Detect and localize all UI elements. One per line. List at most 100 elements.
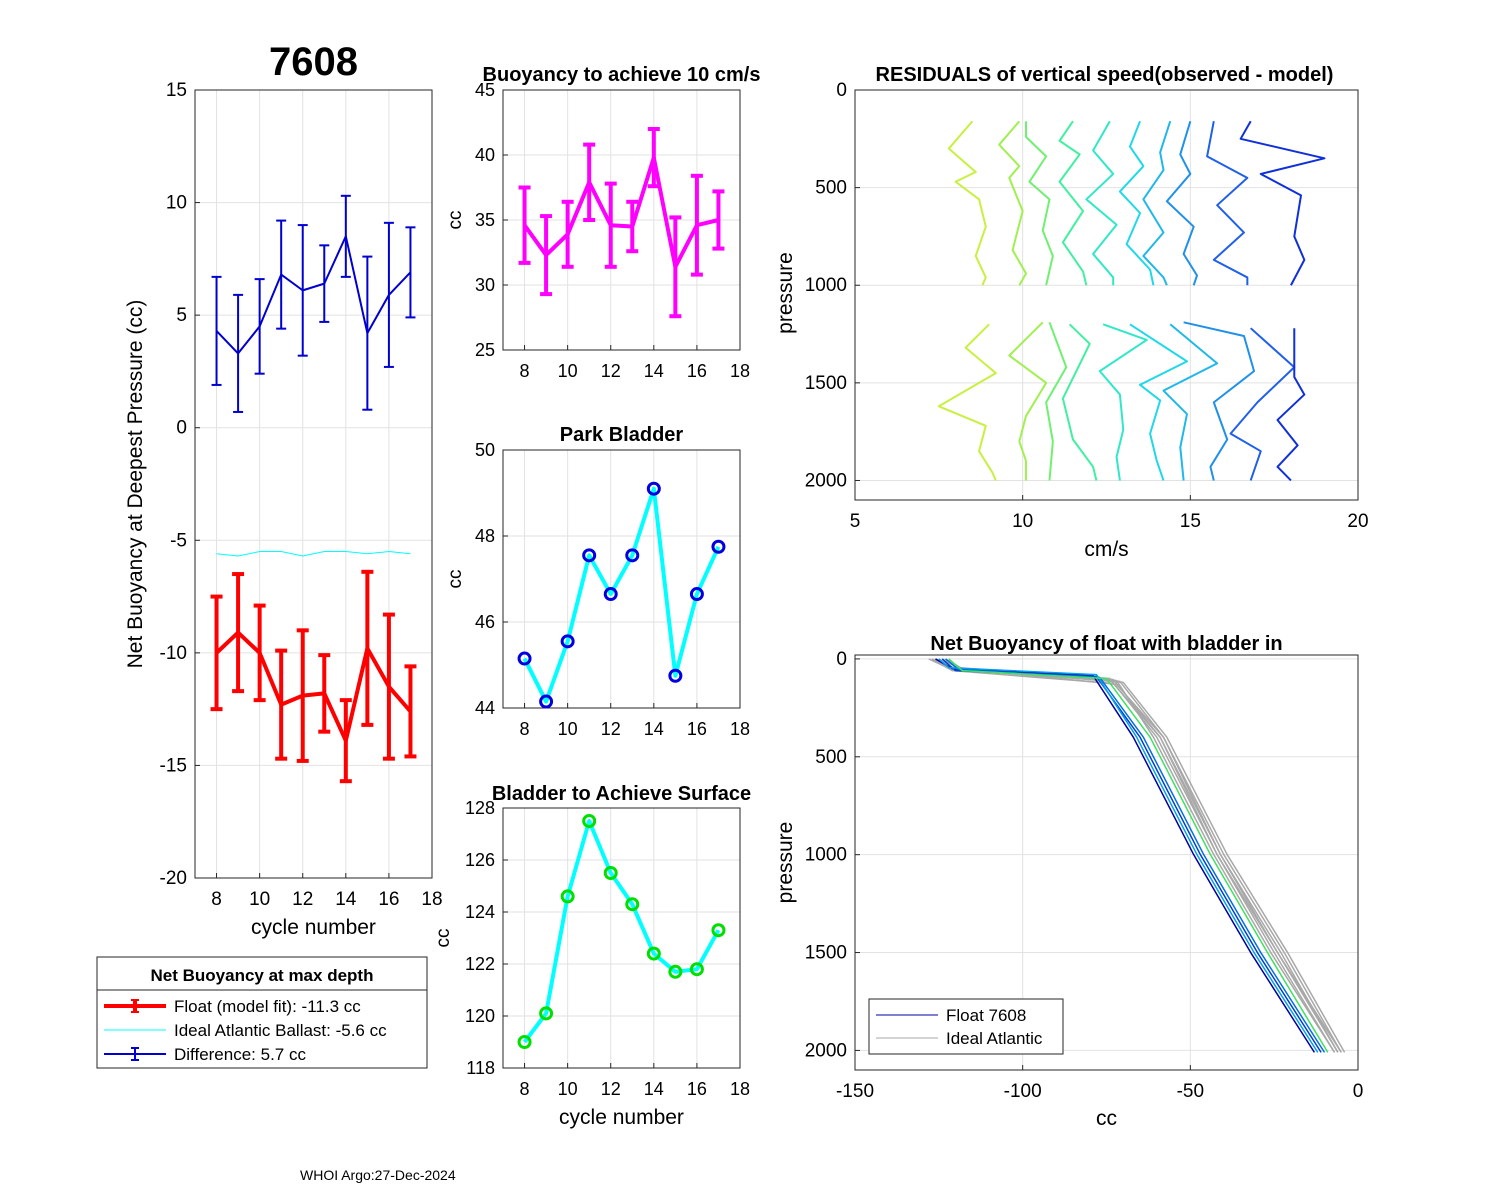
y-tick-label: 2000 <box>805 470 847 491</box>
y-axis-label: pressure <box>774 822 797 904</box>
y-tick-label: -10 <box>160 643 187 664</box>
y-axis-label: Net Buoyancy at Deepest Pressure (cc) <box>124 300 147 669</box>
y-tick-label: 0 <box>176 418 187 439</box>
chart-title: Net Buoyancy of float with bladder in <box>930 633 1282 655</box>
y-tick-label: 500 <box>815 178 847 199</box>
x-tick-label: 18 <box>730 1079 750 1099</box>
y-tick-label: 126 <box>465 850 495 870</box>
park-bladder-line <box>522 486 721 704</box>
x-axis-label: cm/s <box>1084 538 1128 561</box>
residual-profile-lower <box>1129 323 1188 481</box>
float-profile <box>945 658 1326 1053</box>
x-axis-label: cc <box>1096 1107 1117 1130</box>
x-tick-label: 16 <box>687 1079 707 1099</box>
y-tick-label: 1500 <box>805 943 847 964</box>
y-tick-label: 2000 <box>805 1040 847 1061</box>
chart-residuals: 5 10 15 20 0 500 1000 1500 2000 RESIDUALS of vert… <box>774 64 1369 561</box>
legend-box <box>96 956 428 1069</box>
buoyancy-10cms-line <box>522 155 719 269</box>
park-bladder-point <box>539 694 554 709</box>
y-tick-label: 0 <box>836 80 847 101</box>
y-tick-label: -20 <box>160 868 187 889</box>
float-profile <box>941 658 1322 1053</box>
bladder-surface-point <box>625 897 640 912</box>
y-tick-label: 48 <box>475 526 495 546</box>
park-bladder-point <box>603 587 618 602</box>
axes-box <box>502 449 741 709</box>
y-tick-label: 40 <box>475 145 495 165</box>
park-bladder-point <box>646 481 661 496</box>
legend-profile: Float 7608 Ideal Atlantic <box>868 998 1064 1055</box>
legend-title: Net Buoyancy at max depth <box>151 966 374 985</box>
x-tick-label: 12 <box>601 719 621 739</box>
chart-net_buoyancy_profile: -150 -100 -50 0 0 500 1000 1500 2000 Net Buoyancy… <box>774 633 1363 1130</box>
residual-profile-upper <box>1058 120 1088 286</box>
axes-box <box>194 89 433 879</box>
x-tick-label: 10 <box>249 889 270 910</box>
float-profile <box>938 658 1319 1053</box>
ideal-atlantic-profile <box>931 658 1336 1053</box>
x-tick-label: 8 <box>520 1079 530 1099</box>
y-tick-label: 10 <box>166 193 187 214</box>
x-tick-label: -50 <box>1177 1081 1204 1102</box>
x-tick-label: 10 <box>558 361 578 381</box>
x-tick-label: 14 <box>644 719 664 739</box>
y-tick-label: -5 <box>170 530 187 551</box>
bladder-surface-point <box>711 923 726 938</box>
x-tick-label: 15 <box>1180 511 1201 532</box>
residual-profile-upper <box>1239 120 1326 286</box>
residual-profile-upper <box>1142 120 1172 286</box>
x-axis-label: cycle number <box>559 1106 684 1129</box>
float-fit-line <box>215 630 412 743</box>
residual-profile-lower <box>1183 321 1256 481</box>
legend-net-buoyancy: Net Buoyancy at max depth Float (model fi… <box>96 956 428 1069</box>
chart-net_buoyancy: 8 10 12 14 16 18 15 10 5 0 -5 -10 -15 -20 7608 cycle nu… <box>124 40 443 939</box>
x-axis-label: cycle number <box>251 916 376 939</box>
y-tick-label: 35 <box>475 210 495 230</box>
x-tick-label: 16 <box>378 889 399 910</box>
footer-credit: WHOI Argo:27-Dec-2024 <box>300 1167 456 1183</box>
x-tick-label: -150 <box>836 1081 874 1102</box>
x-tick-label: 8 <box>520 719 530 739</box>
x-tick-label: 10 <box>558 719 578 739</box>
y-tick-label: 44 <box>475 698 495 718</box>
x-tick-label: 12 <box>601 1079 621 1099</box>
bladder-surface-point <box>689 962 704 977</box>
y-tick-label: 118 <box>466 1058 495 1078</box>
x-tick-label: 12 <box>292 889 313 910</box>
x-tick-label: 14 <box>644 1079 664 1099</box>
chart-bladder_surface: 8 10 12 14 16 18 128 126 124 122 120 118 Bladder to … <box>433 783 751 1129</box>
residual-profile-upper <box>1118 120 1155 286</box>
difference-line <box>215 235 412 355</box>
y-axis-label: pressure <box>774 252 797 334</box>
y-tick-label: 46 <box>475 612 495 632</box>
x-tick-label: 12 <box>601 361 621 381</box>
legend-entry: Float 7608 <box>946 1006 1026 1025</box>
legend-entry: Float (model fit): -11.3 cc <box>174 997 361 1016</box>
y-tick-label: 128 <box>465 798 495 818</box>
bladder-surface-line <box>522 819 721 1044</box>
y-tick-label: 122 <box>465 954 495 974</box>
park-bladder-point <box>689 587 704 602</box>
y-axis-label: cc <box>445 211 466 230</box>
y-tick-label: 45 <box>475 80 495 100</box>
x-tick-label: -100 <box>1004 1081 1042 1102</box>
residual-profile-upper <box>1165 120 1199 286</box>
chart-buoyancy_10cms: 8 10 12 14 16 18 45 40 35 30 25 Buoyancy to achieve… <box>445 64 760 381</box>
axes-box <box>854 654 1359 1071</box>
x-tick-label: 16 <box>687 361 707 381</box>
residual-profile-lower <box>1229 327 1296 481</box>
park-bladder-point <box>625 548 640 563</box>
x-tick-label: 18 <box>421 889 442 910</box>
legend-entry: Ideal Atlantic Ballast: -5.6 cc <box>174 1021 387 1040</box>
x-tick-label: 18 <box>730 719 750 739</box>
x-tick-label: 14 <box>644 361 664 381</box>
residual-profile-upper <box>1025 121 1054 286</box>
legend-entry: Difference: 5.7 cc <box>174 1045 306 1064</box>
residual-profile-lower <box>1098 323 1148 481</box>
float-profile <box>948 658 1329 1053</box>
residual-profile-upper <box>1085 120 1118 286</box>
residual-profile-lower <box>1162 323 1219 481</box>
y-tick-label: 1000 <box>805 845 847 866</box>
x-tick-label: 10 <box>558 1079 578 1099</box>
